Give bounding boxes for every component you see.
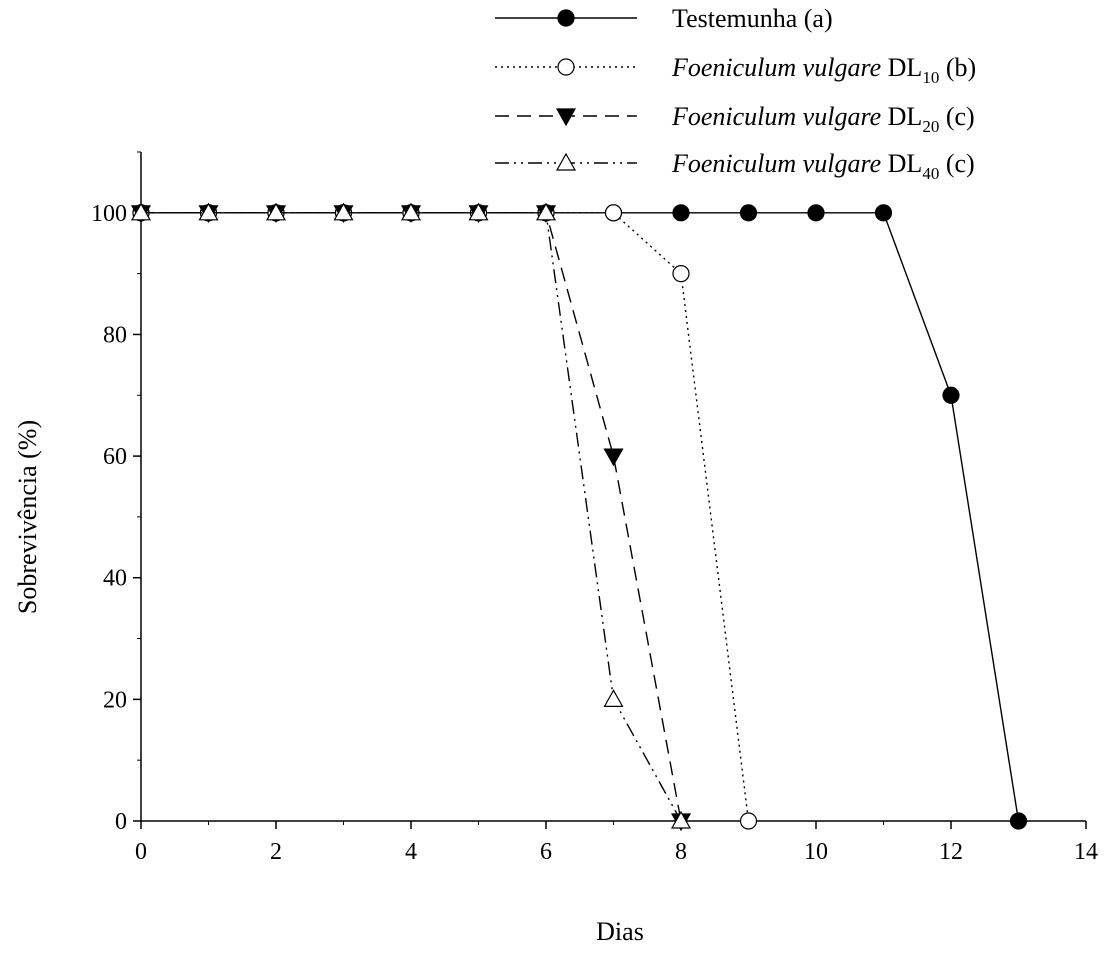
legend-label-dose: DL: [881, 53, 922, 82]
data-point: [874, 204, 893, 222]
data-point: [603, 689, 624, 707]
data-point: [535, 202, 557, 221]
legend-marker: [555, 108, 577, 127]
series-line-2: [141, 212, 750, 822]
series-line-3: [141, 212, 682, 822]
legend-label: Foeniculum vulgare DL20 (c): [671, 102, 975, 136]
data-point: [739, 812, 758, 830]
data-point: [333, 202, 354, 221]
legend-label: Foeniculum vulgare DL40 (c): [671, 149, 975, 183]
data-point: [603, 448, 624, 467]
legend-marker: [555, 152, 577, 171]
data-point: [807, 204, 825, 222]
data-point: [739, 204, 758, 222]
y-tick-label: 20: [103, 687, 127, 713]
data-point: [672, 265, 690, 283]
axes: 0 2 4 6 8 10 12 14 0 20 40 60 80 100: [91, 151, 1098, 865]
x-tick-label: 6: [540, 839, 552, 865]
data-point: [130, 202, 152, 221]
data-point: [672, 204, 690, 222]
y-tick-label: 40: [103, 566, 127, 592]
legend-label-dose: DL: [881, 102, 922, 131]
y-axis-title: Sobrevivência (%): [13, 420, 42, 614]
data-point: [670, 810, 692, 829]
legend-entry-3: Foeniculum vulgare DL20 (c): [495, 102, 975, 136]
series-line-1: [141, 212, 1020, 822]
data-point: [942, 386, 960, 404]
legend-label-dose: DL: [881, 149, 922, 178]
legend-label-subscript: 40: [922, 164, 939, 183]
legend-label-species: Foeniculum vulgare: [671, 149, 881, 178]
legend-label-subscript: 20: [922, 117, 939, 136]
series-layer: [130, 202, 1028, 832]
legend-label-species: Foeniculum vulgare: [671, 102, 881, 131]
x-axis-title: Dias: [596, 917, 644, 946]
legend-entry-4: Foeniculum vulgare DL40 (c): [495, 149, 975, 183]
legend-label-group: (b): [939, 53, 976, 82]
series-2: [132, 204, 758, 830]
legend-label-group: (c): [939, 149, 974, 178]
y-tick-label: 100: [91, 201, 127, 227]
legend-label-species: Foeniculum vulgare: [671, 53, 881, 82]
data-point: [604, 204, 623, 222]
x-tick-label: 2: [270, 839, 282, 865]
legend-marker: [557, 9, 575, 27]
legend-label-subscript: 10: [922, 68, 939, 87]
series-3: [130, 205, 692, 832]
data-point: [400, 202, 422, 221]
legend-entry-1: Testemunha (a): [495, 4, 833, 33]
y-tick-label: 80: [103, 322, 127, 348]
series-1: [132, 204, 1028, 830]
x-tick-label: 8: [675, 839, 687, 865]
y-tick-label: 0: [115, 809, 127, 835]
series-4: [130, 202, 692, 829]
legend-marker: [557, 58, 575, 76]
legend-entry-2: Foeniculum vulgare DL10 (b): [495, 53, 976, 87]
x-tick-label: 12: [939, 839, 963, 865]
legend-label: Testemunha (a): [672, 4, 833, 33]
data-point: [1009, 812, 1028, 830]
data-point: [198, 202, 219, 221]
data-point: [265, 202, 287, 221]
x-tick-label: 14: [1074, 839, 1098, 865]
y-tick-label: 60: [103, 444, 127, 470]
series-line-4: [141, 212, 682, 822]
legend-label-main: Testemunha (a): [672, 4, 833, 33]
data-point: [468, 202, 489, 221]
x-tick-label: 4: [405, 839, 417, 865]
x-tick-label: 10: [804, 839, 828, 865]
legend-label: Foeniculum vulgare DL10 (b): [671, 53, 976, 87]
legend: Testemunha (a)Foeniculum vulgare DL10 (b…: [495, 4, 976, 183]
x-tick-label: 0: [135, 839, 147, 865]
legend-label-group: (c): [939, 102, 974, 131]
